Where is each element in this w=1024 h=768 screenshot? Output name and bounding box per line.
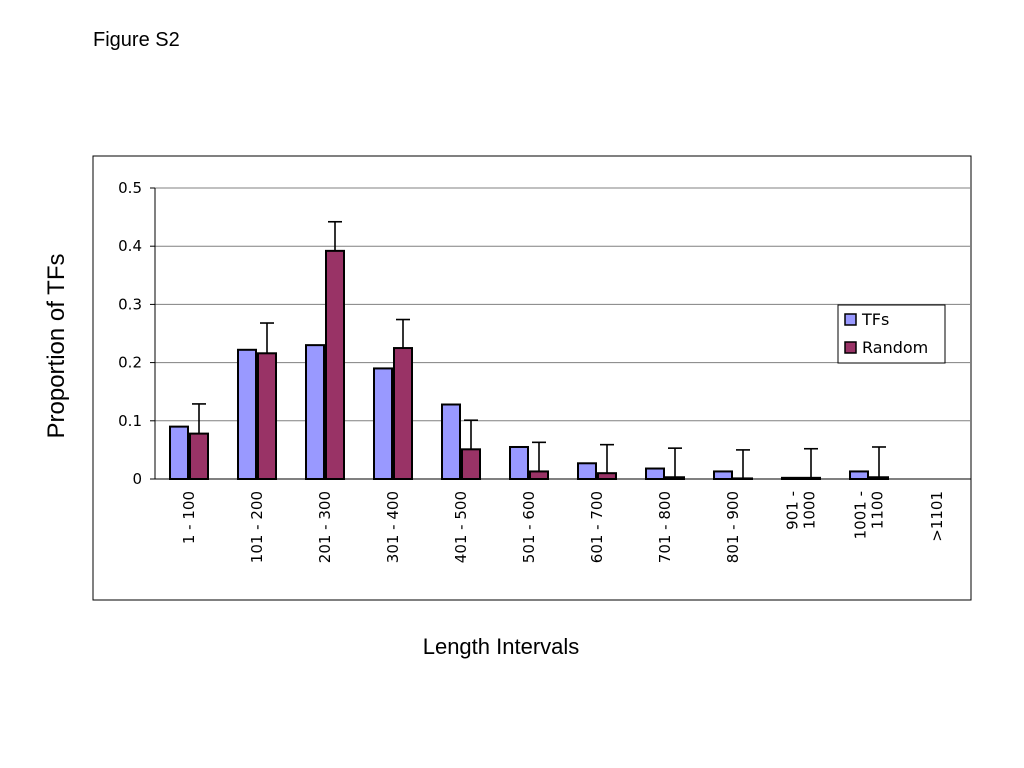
x-axis-categories: 1 - 100 101 - 200 201 - 300 301 - 400 401 - … xyxy=(180,491,946,563)
category-label-4: 401 - 500 xyxy=(452,491,470,563)
y-tick-label: 0 xyxy=(132,470,142,488)
bar-random-6 xyxy=(597,472,617,480)
category-label-7: 701 - 800 xyxy=(656,491,674,563)
category-label-5: 501 - 600 xyxy=(520,491,538,563)
category-text: 601 - 700 xyxy=(588,491,606,563)
bar-tfs-8 xyxy=(713,470,733,480)
figure-label: Figure S2 xyxy=(93,29,180,51)
bar-random-4 xyxy=(461,448,481,480)
category-text: 301 - 400 xyxy=(384,491,402,563)
category-label-10: 1001 -1100 xyxy=(852,491,887,539)
bar-random-0 xyxy=(189,432,209,481)
bars xyxy=(169,249,889,481)
bar-tfs-10 xyxy=(849,470,869,480)
category-text: 901 - xyxy=(784,491,802,530)
legend: TFs Random xyxy=(837,304,946,364)
category-label-1: 101 - 200 xyxy=(248,491,266,563)
y-tick-label: 0.3 xyxy=(118,295,142,313)
category-text: 401 - 500 xyxy=(452,491,470,563)
category-label-3: 301 - 400 xyxy=(384,491,402,563)
axes xyxy=(154,188,971,480)
category-text: 701 - 800 xyxy=(656,491,674,563)
bar-tfs-5 xyxy=(509,445,529,480)
bar-random-5 xyxy=(529,470,549,480)
category-label-6: 601 - 700 xyxy=(588,491,606,563)
legend-label-tfs: TFs xyxy=(861,310,889,329)
legend-label-random: Random xyxy=(862,338,928,357)
y-tick-label: 0.2 xyxy=(118,354,142,372)
category-label-11: >1101 xyxy=(928,491,946,542)
gridlines xyxy=(155,187,971,422)
legend-swatch-random xyxy=(844,341,857,354)
category-text: 1100 xyxy=(869,491,887,529)
y-tick-label: 0.4 xyxy=(118,237,142,255)
bar-tfs-6 xyxy=(577,462,597,481)
category-label-8: 801 - 900 xyxy=(724,491,742,563)
category-label-2: 201 - 300 xyxy=(316,491,334,563)
bar-tfs-0 xyxy=(169,425,189,480)
category-text: 801 - 900 xyxy=(724,491,742,563)
y-axis-ticks: 0 0.1 0.2 0.3 0.4 0.5 xyxy=(118,179,155,488)
error-bars xyxy=(192,220,886,479)
y-axis-label: Proportion of TFs xyxy=(43,253,70,439)
legend-swatch-tfs xyxy=(844,313,857,326)
bar-tfs-2 xyxy=(305,344,325,481)
category-text: 501 - 600 xyxy=(520,491,538,563)
category-text: 1000 xyxy=(801,491,819,529)
y-tick-label: 0.5 xyxy=(118,179,142,197)
bar-random-1 xyxy=(257,352,277,480)
category-label-0: 1 - 100 xyxy=(180,491,198,544)
category-text: 201 - 300 xyxy=(316,491,334,563)
y-tick-label: 0.1 xyxy=(118,412,142,430)
bar-tfs-7 xyxy=(645,467,665,480)
category-text: 1 - 100 xyxy=(180,491,198,544)
bar-tfs-4 xyxy=(441,403,461,480)
bar-tfs-3 xyxy=(373,367,393,481)
category-text: 101 - 200 xyxy=(248,491,266,563)
x-axis-label: Length Intervals xyxy=(422,634,580,659)
bar-random-3 xyxy=(393,347,413,480)
bar-tfs-1 xyxy=(237,348,257,480)
category-label-9: 901 -1000 xyxy=(784,491,819,530)
category-text: >1101 xyxy=(928,491,946,542)
bar-random-2 xyxy=(325,249,345,480)
category-text: 1001 - xyxy=(852,491,870,539)
